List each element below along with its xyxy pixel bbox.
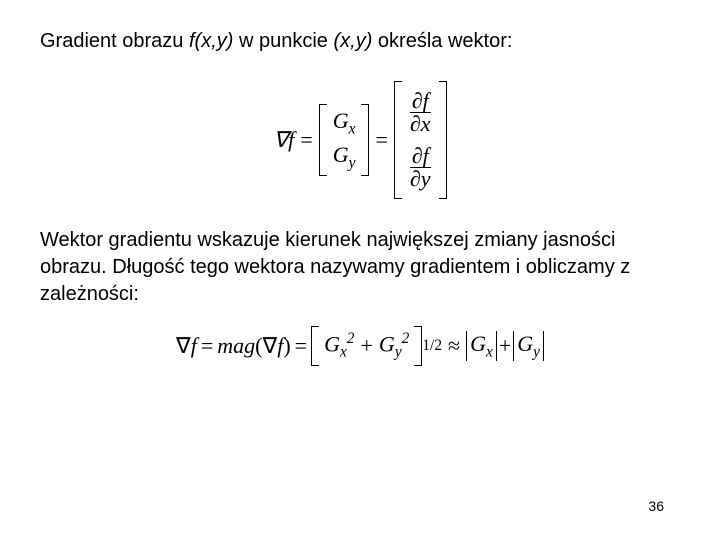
- abs-plus: +: [497, 333, 513, 359]
- nabla-2: ∇: [176, 333, 191, 359]
- equals-4: =: [291, 333, 311, 359]
- heading-xy: (x,y): [333, 30, 372, 52]
- equals-1: =: [294, 127, 318, 153]
- gradient-magnitude-formula: ∇ f = mag (∇f) = Gx2 + Gy2 1/2 ≈: [40, 326, 680, 366]
- bracket-gxgy: Gx Gy: [319, 104, 370, 177]
- slide: Gradient obrazu f(x,y) w punkcie (x,y) o…: [0, 0, 720, 540]
- equals-2: =: [369, 127, 393, 153]
- heading-pre: Gradient obrazu: [40, 30, 189, 52]
- body-paragraph: Wektor gradientu wskazuje kierunek najwi…: [40, 227, 680, 308]
- mag-plus: +: [359, 333, 375, 359]
- abs-Gy: Gy: [513, 331, 544, 361]
- bracket-mag: Gx2 + Gy2: [311, 326, 422, 366]
- abs-Gx: Gx: [466, 331, 497, 361]
- close-paren: ): [283, 333, 290, 359]
- dfdx-den: ∂x: [408, 113, 433, 135]
- abs-Gx-sub: x: [486, 343, 493, 360]
- mag-Gy-sq: 2: [402, 330, 410, 347]
- bracket-partials: ∂f ∂x ∂f ∂y: [394, 81, 447, 199]
- mag-Gx-sq: 2: [347, 330, 355, 347]
- heading-fxy: f(x,y): [189, 30, 233, 52]
- gradient-vector-formula: ∇f = Gx Gy = ∂f: [40, 81, 680, 199]
- equals-3: =: [197, 333, 217, 359]
- heading-mid: w punkcie: [233, 30, 333, 52]
- approx: ≈: [442, 333, 466, 359]
- abs-Gy-sub: y: [533, 343, 540, 360]
- dfdy-num: ∂f: [410, 145, 431, 168]
- nabla-f: ∇f: [273, 127, 294, 153]
- mag-Gx-sub: x: [340, 344, 347, 361]
- Gx-G: G: [333, 108, 349, 133]
- dfdx-num: ∂f: [410, 90, 431, 113]
- outer-exp: 1/2: [422, 337, 442, 355]
- Gy-G: G: [333, 142, 349, 167]
- mag-Gx: G: [324, 331, 340, 356]
- Gx-sub: x: [349, 120, 356, 137]
- heading-post: określa wektor:: [372, 30, 512, 52]
- mag-Gy-sub: y: [395, 344, 402, 361]
- dfdy-den: ∂y: [408, 168, 433, 190]
- heading: Gradient obrazu f(x,y) w punkcie (x,y) o…: [40, 28, 680, 55]
- mag: mag: [217, 333, 255, 359]
- abs-Gy-G: G: [517, 331, 533, 356]
- mag-Gy: G: [379, 331, 395, 356]
- page-number: 36: [648, 498, 664, 514]
- Gy-sub: y: [349, 154, 356, 171]
- arg-nabla: ∇: [262, 333, 277, 359]
- abs-Gx-G: G: [470, 331, 486, 356]
